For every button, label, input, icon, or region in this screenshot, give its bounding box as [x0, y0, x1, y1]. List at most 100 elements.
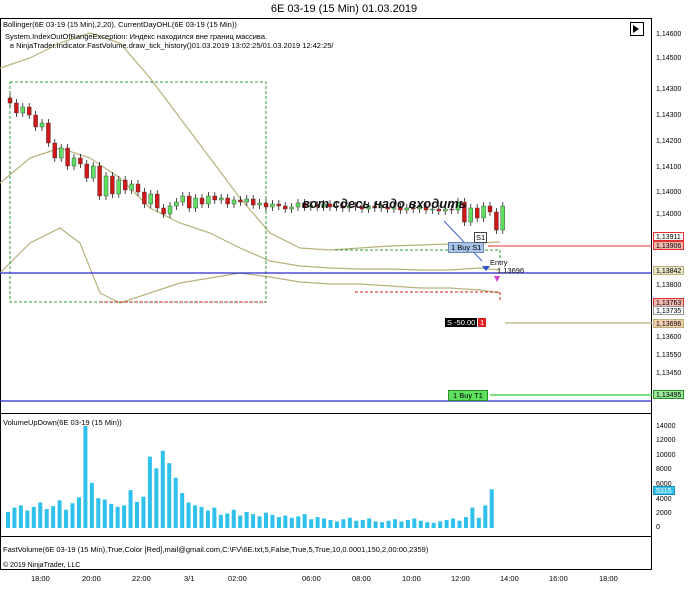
- y-tick: 1,13600: [656, 334, 682, 341]
- volume-bar: [457, 520, 462, 528]
- volume-bar: [141, 496, 146, 528]
- sell-pnl[interactable]: S -50.00: [445, 318, 478, 327]
- candle: [398, 206, 403, 211]
- candle: [302, 202, 307, 208]
- candle: [372, 205, 377, 209]
- volume-bar: [205, 510, 210, 528]
- candle: [423, 206, 429, 211]
- volume-bar: [276, 517, 281, 528]
- volume-bar: [463, 517, 468, 528]
- volume-bar: [264, 512, 268, 528]
- candle: [129, 183, 134, 191]
- volume-bar: [135, 501, 139, 528]
- buy-t1-order[interactable]: 1 Buy T1: [448, 390, 488, 401]
- volume-bar: [154, 468, 159, 528]
- volume-bar: [354, 520, 359, 528]
- y-tick: 1,14100: [656, 164, 682, 171]
- candle: [238, 199, 243, 203]
- candle: [295, 202, 301, 208]
- candle: [455, 201, 461, 211]
- candle: [468, 207, 473, 223]
- volume-bar: [218, 514, 223, 528]
- candle: [404, 207, 409, 211]
- volume-bar: [322, 518, 327, 528]
- vol-y-tick: 6000: [656, 481, 672, 488]
- candle: [39, 122, 45, 128]
- x-tick: 22:00: [132, 574, 151, 583]
- candle: [270, 203, 275, 208]
- copyright: © 2019 NinjaTrader, LLC: [3, 562, 81, 569]
- volume-bar: [167, 463, 172, 528]
- volume-bar: [212, 507, 217, 528]
- candle: [212, 195, 218, 201]
- annotation-arrow: [443, 220, 483, 262]
- y-tick: 1,14600: [656, 31, 682, 38]
- candle: [116, 179, 122, 195]
- day-high-box: [9, 81, 267, 303]
- curday-high: [335, 249, 501, 258]
- volume-bar: [64, 509, 69, 528]
- volume-bar: [302, 514, 307, 528]
- candle: [199, 197, 205, 205]
- candle: [340, 205, 345, 209]
- candle: [385, 206, 390, 210]
- sell-qty[interactable]: 1: [478, 318, 487, 327]
- candle: [27, 106, 32, 116]
- buy-s1-order[interactable]: 1 Buy S1: [448, 242, 485, 253]
- volume-bar: [102, 499, 107, 528]
- vol-y-tick: 2000: [656, 510, 672, 517]
- candle: [347, 205, 352, 209]
- bollinger-mid: [0, 147, 501, 271]
- candle: [180, 195, 186, 203]
- s1-box[interactable]: S1: [474, 232, 488, 243]
- volume-tag: 5315: [653, 486, 675, 495]
- bollinger-upper: [0, 32, 501, 251]
- y-tick: 1,13550: [656, 352, 682, 359]
- volume-bar: [244, 511, 249, 528]
- volume-bar: [128, 490, 133, 528]
- candle: [481, 205, 486, 219]
- error-stack: в NinjaTrader.Indicator.FastVolume.draw_…: [10, 41, 334, 50]
- volume-bar: [109, 503, 114, 528]
- volume-bar: [380, 522, 385, 528]
- volume-bar: [231, 509, 236, 528]
- candle: [7, 97, 13, 104]
- volume-bar: [444, 519, 449, 528]
- volume-title: VolumeUpDown(6E 03-19 (15 Min)): [3, 418, 122, 427]
- volume-bar: [367, 518, 372, 528]
- volume-bar: [412, 518, 417, 528]
- volume-chart[interactable]: [0, 414, 652, 532]
- volume-bar: [160, 450, 165, 528]
- x-tick: 18:00: [31, 574, 50, 583]
- x-tick: 3/1: [184, 574, 195, 583]
- volume-bar: [341, 519, 346, 528]
- candle: [97, 165, 102, 197]
- candle: [334, 205, 339, 208]
- price-chart[interactable]: [0, 18, 652, 413]
- volume-bar: [476, 517, 481, 528]
- vol-y-tick: 12000: [656, 437, 676, 444]
- candle: [225, 197, 230, 205]
- y-tick: 1,14000: [656, 211, 682, 218]
- vol-y-tick: 4000: [656, 496, 672, 503]
- play-forward-icon[interactable]: [630, 22, 644, 36]
- volume-bar: [147, 456, 152, 528]
- volume-bar: [283, 515, 288, 528]
- candle: [174, 201, 179, 207]
- volume-bar: [393, 519, 397, 528]
- candle: [487, 205, 493, 213]
- candle: [500, 205, 505, 231]
- volume-bar: [360, 519, 365, 528]
- volume-bar: [296, 516, 301, 528]
- candle: [135, 183, 141, 193]
- candle: [78, 157, 83, 165]
- volume-bar: [328, 519, 333, 528]
- volume-bar: [289, 517, 294, 528]
- candle: [103, 175, 109, 197]
- candle: [462, 201, 467, 223]
- candle: [186, 195, 192, 209]
- candle: [308, 204, 313, 208]
- volume-bar: [199, 506, 204, 528]
- candle: [14, 102, 19, 114]
- x-tick: 16:00: [549, 574, 568, 583]
